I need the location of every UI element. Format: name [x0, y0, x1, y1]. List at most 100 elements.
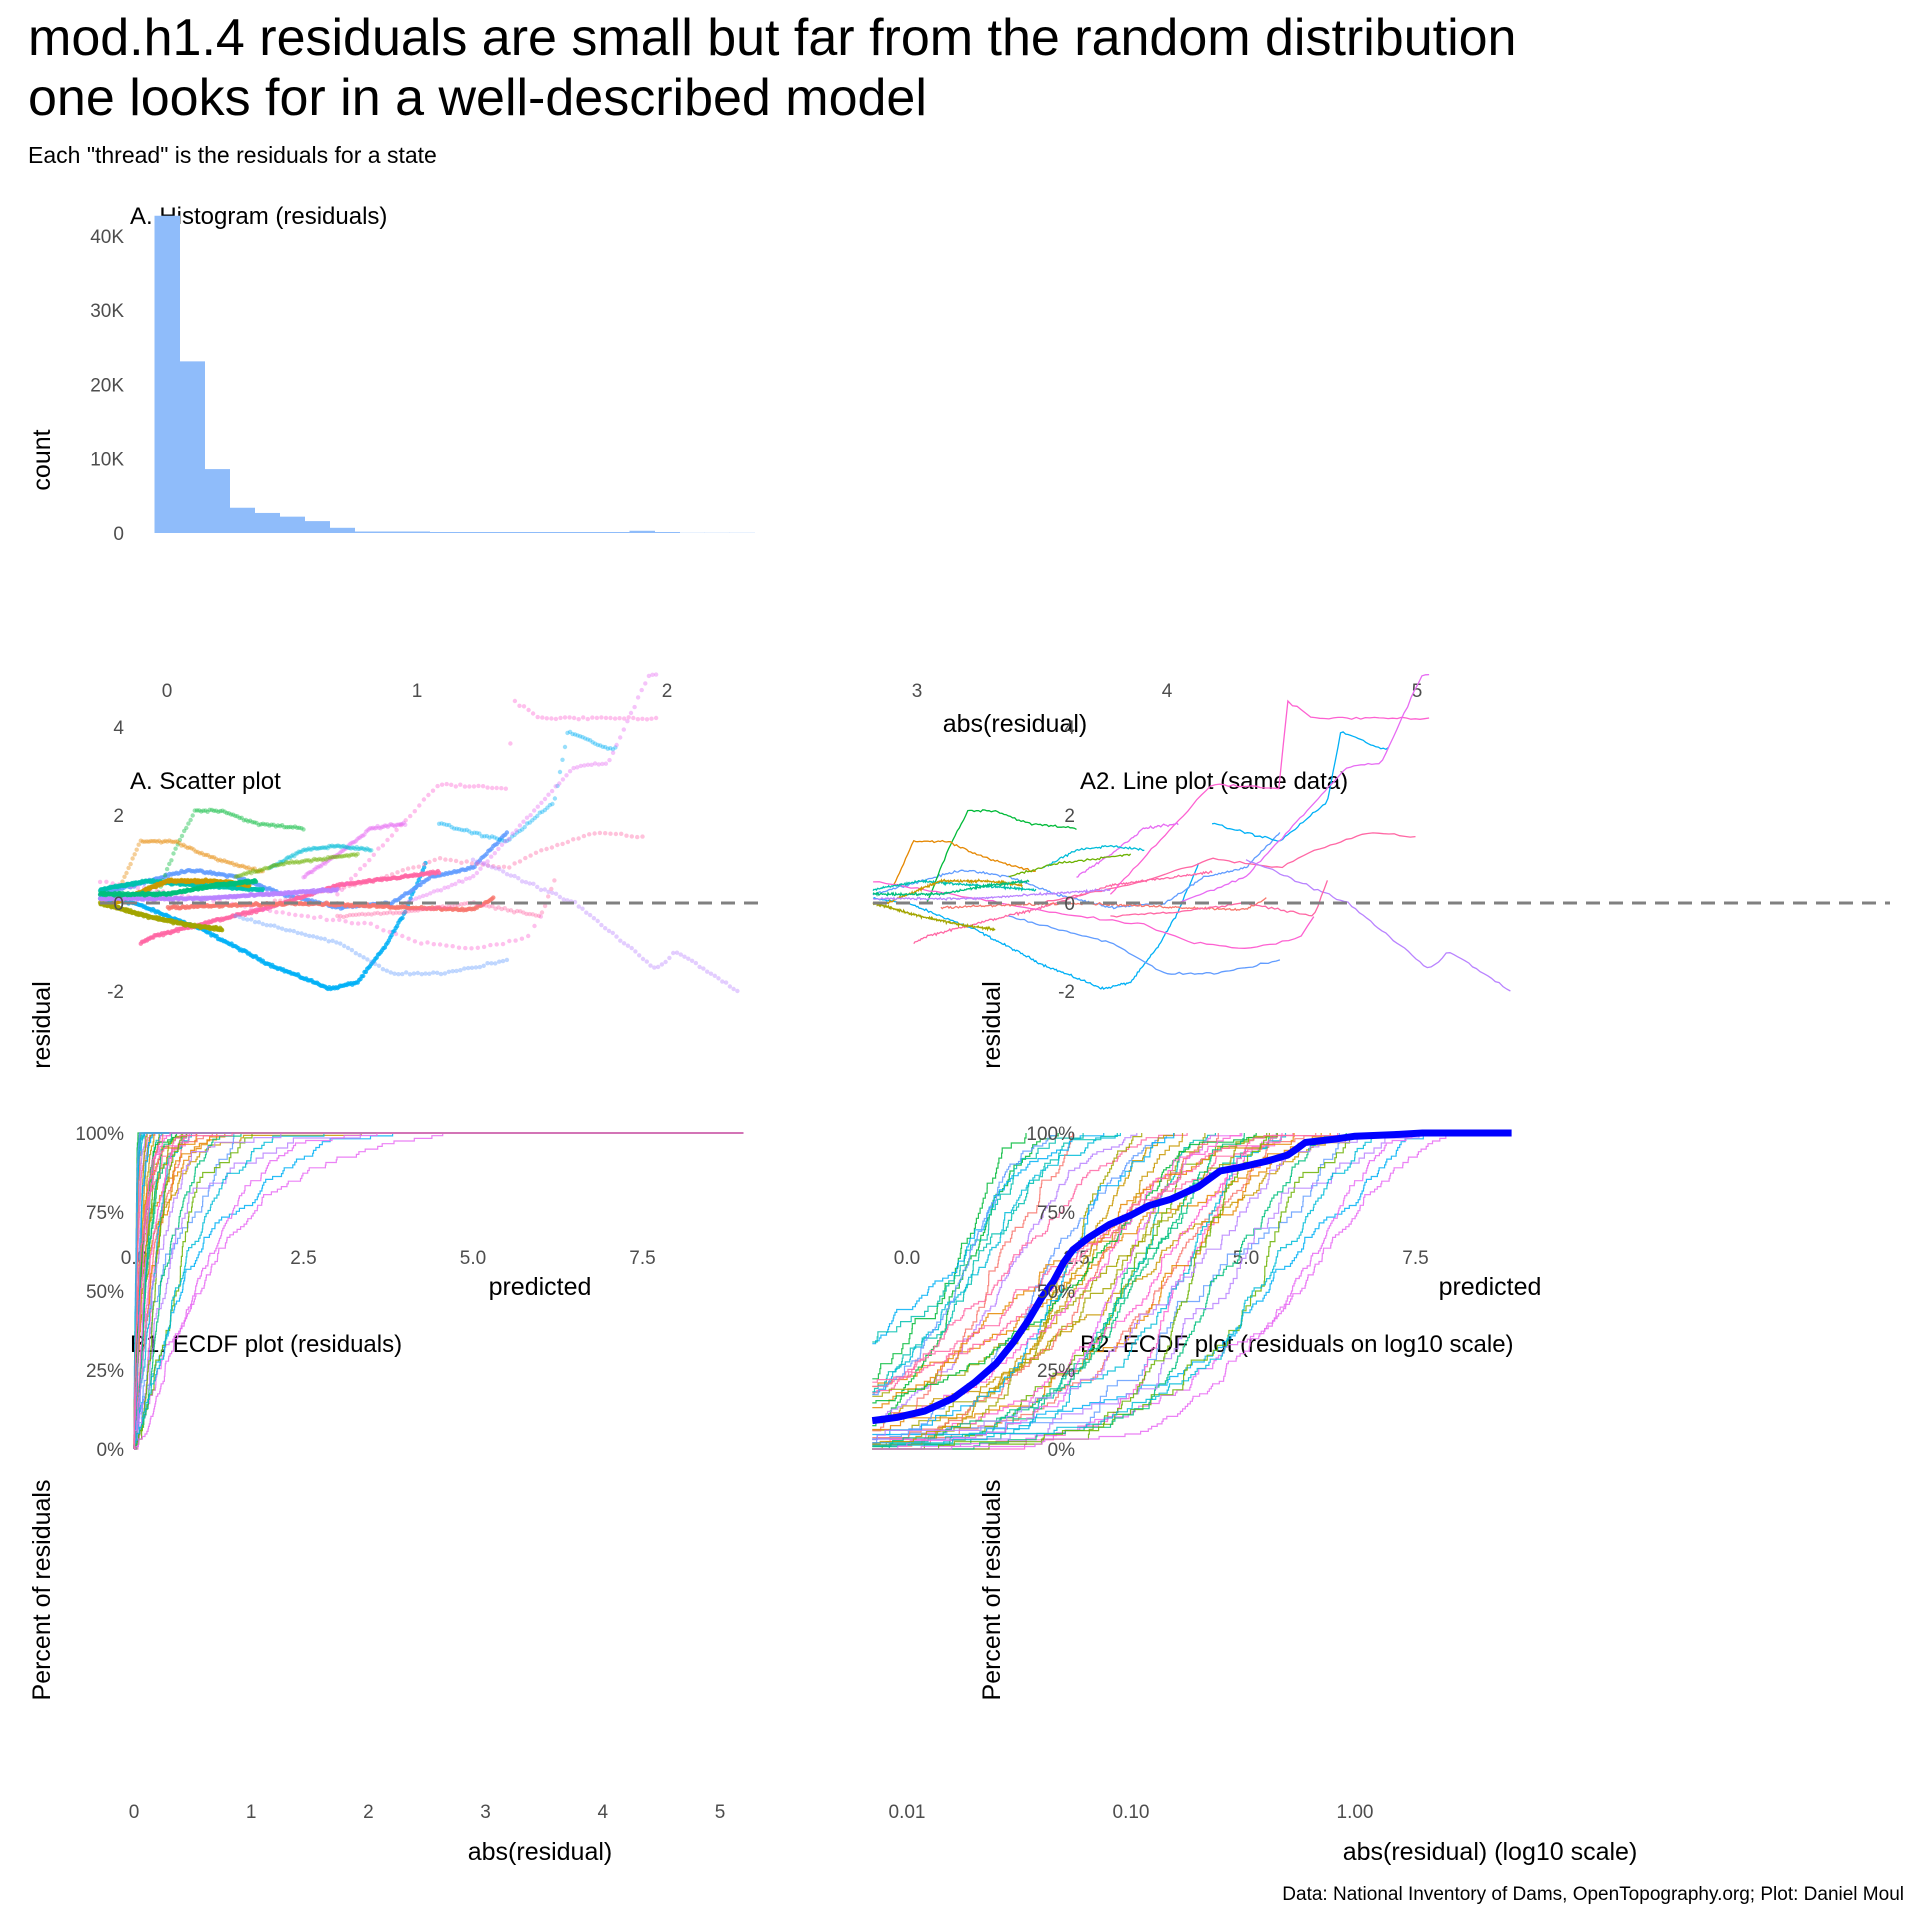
residual-point [558, 715, 563, 721]
residual-point [528, 813, 533, 818]
residual-point [513, 938, 518, 943]
residual-point [474, 870, 480, 876]
residual-point [299, 826, 304, 831]
residual-point [701, 966, 706, 971]
residual-point [518, 909, 523, 914]
residual-point [328, 844, 333, 849]
residual-point [322, 936, 327, 942]
histogram-bar [579, 532, 605, 533]
scatter-xlabel: predicted [489, 1273, 592, 1301]
residual-point [343, 919, 348, 924]
residual-point [351, 845, 357, 851]
histogram-xtick-label: 4 [1162, 681, 1173, 702]
residual-point [481, 861, 487, 866]
residual-point [384, 968, 389, 973]
state-ecdf-log-line [872, 1133, 1317, 1447]
chart-subtitle: Each "thread" is the residuals for a sta… [28, 142, 437, 168]
residual-point [309, 847, 314, 852]
residual-point [472, 830, 477, 835]
residual-point [400, 868, 405, 873]
residual-point [499, 838, 505, 843]
residual-point [304, 893, 310, 899]
residual-point [490, 785, 495, 791]
residual-point [318, 936, 324, 941]
residual-point [362, 863, 367, 868]
residual-point [140, 839, 145, 844]
residual-point [644, 717, 650, 722]
residual-point [235, 874, 240, 879]
residual-point [284, 855, 290, 861]
residual-point [531, 881, 536, 886]
residual-point [379, 875, 384, 881]
residual-point [474, 859, 479, 864]
residual-point [608, 746, 613, 751]
residual-point [254, 869, 259, 874]
residual-point [286, 911, 292, 917]
state-residual-line [1110, 880, 1329, 918]
residual-point [254, 820, 259, 826]
residual-point [270, 864, 275, 869]
residual-point [469, 831, 474, 836]
residual-point [280, 823, 285, 828]
residual-point [265, 822, 270, 827]
residual-point [199, 850, 204, 856]
state-ecdf-log-line [872, 1133, 1059, 1427]
residual-point [315, 857, 320, 863]
residual-point [640, 716, 645, 721]
residual-point [439, 782, 445, 787]
residual-point [277, 859, 282, 865]
residual-point [536, 913, 542, 918]
residual-point [308, 859, 313, 864]
residual-point [349, 840, 354, 846]
residual-point [646, 673, 652, 679]
state-residual-line [872, 888, 1111, 901]
residual-point [222, 809, 227, 814]
residual-point [576, 904, 581, 909]
residual-point [250, 866, 255, 871]
residual-point [284, 825, 289, 830]
residual-point [408, 813, 413, 819]
residual-point [304, 872, 309, 877]
residual-point [504, 830, 510, 835]
residual-point [594, 715, 600, 721]
residual-point [258, 869, 263, 874]
residual-point [485, 859, 490, 864]
state-residual-line [1245, 859, 1511, 992]
residual-point [387, 929, 392, 935]
residual-point [499, 906, 504, 912]
residual-point [175, 842, 180, 847]
residual-point [341, 843, 346, 849]
residual-point [474, 830, 480, 836]
residual-point [379, 824, 385, 829]
residual-point [215, 858, 221, 863]
ytick-label: 0 [113, 894, 124, 915]
residual-point [557, 769, 563, 775]
residual-point [459, 902, 464, 907]
residual-point [538, 887, 544, 893]
residual-point [436, 870, 442, 875]
residual-point [346, 854, 352, 859]
residual-point [323, 861, 328, 866]
state-ecdf-log-line [872, 1133, 1121, 1395]
residual-point [348, 852, 353, 857]
residual-point [417, 895, 422, 900]
residual-point [188, 817, 193, 823]
xtick-label: 1 [246, 1802, 257, 1823]
residual-point [182, 828, 187, 834]
residual-point [599, 922, 604, 928]
residual-point [542, 807, 548, 813]
residual-point [331, 844, 336, 849]
residual-point [470, 857, 476, 862]
histogram-xtick-label: 2 [662, 681, 673, 702]
residual-point [338, 854, 343, 859]
residual-point [318, 914, 323, 920]
residual-point [443, 857, 448, 862]
residual-point [249, 871, 254, 876]
residual-point [262, 822, 268, 827]
residual-point [462, 784, 468, 789]
residual-point [527, 911, 532, 917]
residual-point [502, 906, 507, 911]
residual-point [173, 839, 178, 844]
residual-point [508, 873, 513, 878]
residual-point [288, 824, 293, 830]
